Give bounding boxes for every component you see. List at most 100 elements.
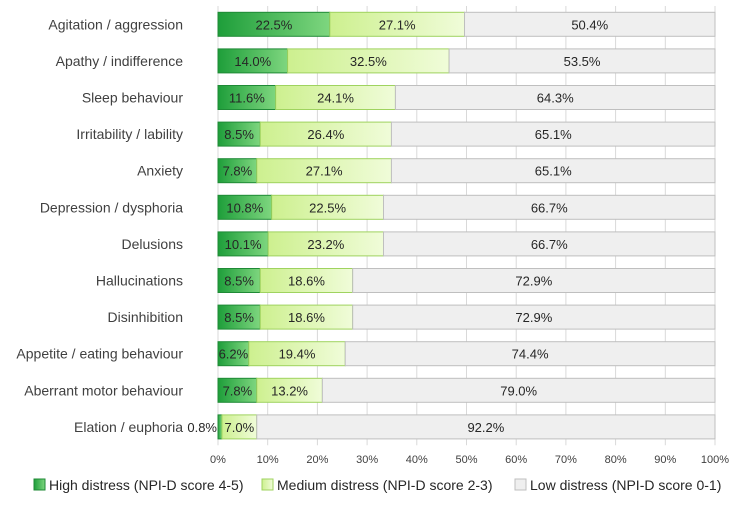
bar-segment — [464, 11, 716, 37]
bar-segment — [267, 231, 385, 257]
data-label: 65.1% — [535, 164, 572, 179]
x-tick-label: 60% — [505, 454, 527, 466]
bar-segment — [352, 268, 716, 293]
data-label: 0.8% — [187, 420, 217, 435]
data-label: 10.1% — [225, 237, 262, 252]
bar-segment — [217, 414, 223, 440]
data-label: 27.1% — [306, 164, 343, 179]
category-label: Disinhibition — [108, 309, 183, 325]
x-tick-label: 50% — [455, 454, 477, 466]
data-label: 10.8% — [226, 200, 263, 215]
x-tick-label: 90% — [654, 454, 676, 466]
data-label: 72.9% — [515, 274, 552, 289]
bar-segment — [256, 158, 392, 184]
data-label: 23.2% — [307, 237, 344, 252]
bar-segment — [217, 48, 289, 74]
bar-segment — [256, 414, 716, 440]
category-labels: Agitation / aggression Apathy / indiffere… — [16, 16, 183, 435]
bar-segment — [259, 121, 392, 147]
category-label: Sleep behaviour — [82, 90, 184, 106]
bar-segment — [256, 377, 323, 403]
bar-segment — [217, 377, 258, 403]
data-label: 19.4% — [279, 347, 316, 362]
bar-segment — [448, 48, 716, 74]
bar-segment — [217, 231, 269, 257]
bar-segment — [217, 85, 277, 110]
x-tick-label: 70% — [555, 454, 577, 466]
legend-label: High distress (NPI-D score 4-5) — [49, 477, 244, 493]
legend-label: Medium distress (NPI-D score 2-3) — [277, 477, 493, 493]
data-label: 8.5% — [224, 274, 254, 289]
x-tick-label: 0% — [210, 454, 226, 466]
data-label: 8.5% — [224, 127, 254, 142]
data-label: 74.4% — [512, 347, 549, 362]
category-label: Appetite / eating behaviour — [16, 346, 183, 362]
bar-segment — [329, 11, 466, 37]
legend-label: Low distress (NPI-D score 0-1) — [530, 477, 721, 493]
bar-segment — [217, 194, 273, 220]
bars: 22.5% 27.1% 50.4% 14.0% 32.5% 53.5% 11.6% 24.1%… — [187, 11, 716, 440]
category-label: Delusions — [122, 236, 183, 252]
gridlines — [217, 6, 716, 446]
data-label: 66.7% — [531, 200, 568, 215]
data-label: 64.3% — [537, 91, 574, 106]
category-label: Anxiety — [137, 163, 183, 179]
bar-segment — [352, 304, 716, 330]
bar-segment — [217, 268, 261, 293]
bar-segment — [259, 304, 354, 330]
data-label: 32.5% — [350, 54, 387, 69]
category-label: Irritability / lability — [76, 126, 183, 142]
data-label: 7.0% — [225, 420, 255, 435]
data-label: 79.0% — [500, 383, 537, 398]
data-label: 27.1% — [379, 17, 416, 32]
bar-segment — [321, 377, 716, 403]
x-tick-label: 20% — [306, 454, 328, 466]
legend-swatch — [33, 478, 46, 491]
x-axis-ticks: 0% 10% 20% 30% 40% 50% 60% 70% 80% 90% 100% — [210, 454, 729, 466]
data-label: 53.5% — [564, 54, 601, 69]
x-tick-label: 30% — [356, 454, 378, 466]
data-label: 92.2% — [467, 420, 504, 435]
bar-segment — [271, 194, 385, 220]
data-label: 18.6% — [288, 274, 325, 289]
data-label: 6.2% — [219, 347, 249, 362]
data-label: 50.4% — [571, 17, 608, 32]
data-label: 7.8% — [223, 164, 253, 179]
bar-segment — [344, 341, 716, 367]
bar-segment — [383, 194, 716, 220]
data-label: 8.5% — [224, 310, 254, 325]
category-label: Aberrant motor behaviour — [24, 382, 183, 398]
data-label: 11.6% — [229, 91, 265, 106]
data-label: 26.4% — [307, 127, 344, 142]
x-tick-label: 40% — [406, 454, 428, 466]
bar-segment — [259, 268, 354, 293]
bar-segment — [394, 85, 716, 110]
category-label: Depression / dysphoria — [40, 199, 183, 215]
x-tick-label: 10% — [257, 454, 279, 466]
data-label: 14.0% — [234, 54, 271, 69]
x-tick-label: 100% — [701, 454, 729, 466]
bar-segment — [217, 158, 258, 184]
category-label: Apathy / indifference — [56, 53, 184, 69]
x-tick-label: 80% — [605, 454, 627, 466]
bar-segment — [217, 11, 331, 37]
legend: High distress (NPI-D score 4-5) Medium di… — [33, 477, 721, 493]
legend-swatch — [261, 478, 274, 491]
data-label: 66.7% — [531, 237, 568, 252]
bar-segment — [383, 231, 716, 257]
bar-segment — [248, 341, 346, 367]
data-label: 18.6% — [288, 310, 325, 325]
data-label: 7.8% — [223, 383, 253, 398]
data-label: 65.1% — [535, 127, 572, 142]
category-label: Agitation / aggression — [48, 16, 183, 32]
data-label: 22.5% — [255, 17, 292, 32]
bar-segment — [390, 121, 716, 147]
data-label: 24.1% — [317, 91, 354, 106]
bar-segment — [390, 158, 716, 184]
bar-segment — [287, 48, 450, 74]
data-label: 72.9% — [515, 310, 552, 325]
legend-swatch — [514, 478, 527, 491]
data-label: 22.5% — [309, 200, 346, 215]
data-label: 13.2% — [271, 383, 308, 398]
